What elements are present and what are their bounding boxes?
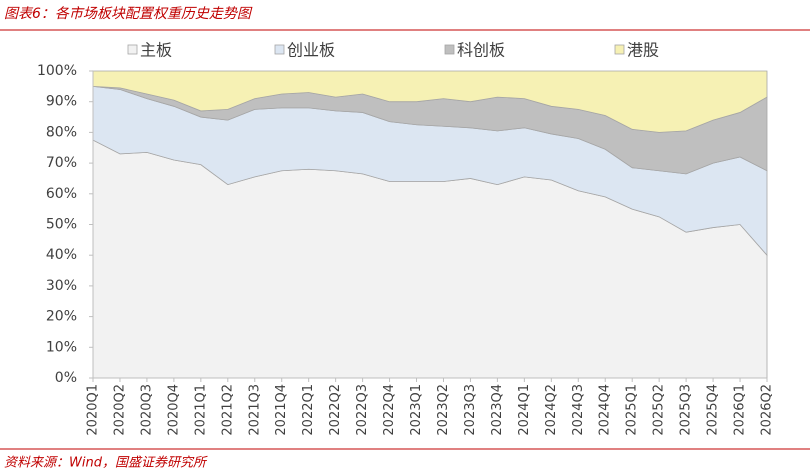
y-tick-label: 50% xyxy=(46,217,77,233)
legend-swatch xyxy=(614,44,625,55)
x-tick-label: 2021Q4 xyxy=(274,384,289,436)
y-tick-label: 40% xyxy=(46,247,77,263)
x-tick-label: 2023Q2 xyxy=(436,384,451,436)
y-tick-label: 70% xyxy=(46,155,77,171)
x-tick-label: 2022Q4 xyxy=(382,384,397,436)
y-tick-label: 80% xyxy=(46,124,77,140)
y-tick-label: 30% xyxy=(46,278,77,294)
x-tick-label: 2024Q2 xyxy=(544,384,559,436)
x-tick-label: 2020Q3 xyxy=(139,384,154,436)
legend-label: 创业板 xyxy=(287,41,335,60)
x-tick-label: 2023Q4 xyxy=(490,384,505,436)
legend-label: 主板 xyxy=(140,41,172,60)
legend-swatch xyxy=(127,44,138,55)
source-note: 资料来源：Wind，国盛证券研究所 xyxy=(4,455,208,471)
x-tick-label: 2026Q2 xyxy=(760,384,775,436)
x-tick-label: 2022Q1 xyxy=(301,384,316,436)
x-tick-label: 2021Q2 xyxy=(220,384,235,436)
x-tick-label: 2024Q1 xyxy=(517,384,532,436)
y-tick-label: 100% xyxy=(37,63,77,79)
legend-swatch xyxy=(444,44,455,55)
x-tick-label: 2025Q1 xyxy=(625,384,640,436)
x-tick-label: 2023Q3 xyxy=(463,384,478,436)
x-tick-label: 2021Q1 xyxy=(193,384,208,436)
x-tick-label: 2023Q1 xyxy=(409,384,424,436)
x-tick-label: 2024Q4 xyxy=(598,384,613,436)
x-tick-label: 2020Q2 xyxy=(112,384,127,436)
x-tick-label: 2022Q2 xyxy=(328,384,343,436)
y-tick-label: 10% xyxy=(46,339,77,355)
x-tick-label: 2025Q3 xyxy=(679,384,694,436)
y-tick-label: 90% xyxy=(46,94,77,110)
area xyxy=(92,70,768,133)
x-tick-label: 2025Q4 xyxy=(706,384,721,436)
x-tick-label: 2020Q1 xyxy=(86,384,101,436)
x-tick-label: 2021Q3 xyxy=(247,384,262,436)
chart-title: 图表6：各市场板块配置权重历史走势图 xyxy=(4,6,253,22)
x-tick-label: 2024Q3 xyxy=(571,384,586,436)
x-tick-label: 2025Q2 xyxy=(652,384,667,436)
y-tick-label: 60% xyxy=(46,186,77,202)
y-tick-label: 20% xyxy=(46,309,77,325)
legend-label: 科创板 xyxy=(457,41,505,60)
legend-swatch xyxy=(274,44,285,55)
legend-label: 港股 xyxy=(627,41,659,60)
x-tick-label: 2020Q4 xyxy=(166,384,181,436)
x-tick-label: 2026Q1 xyxy=(733,384,748,436)
x-tick-label: 2022Q3 xyxy=(355,384,370,436)
y-tick-label: 0% xyxy=(55,370,77,386)
